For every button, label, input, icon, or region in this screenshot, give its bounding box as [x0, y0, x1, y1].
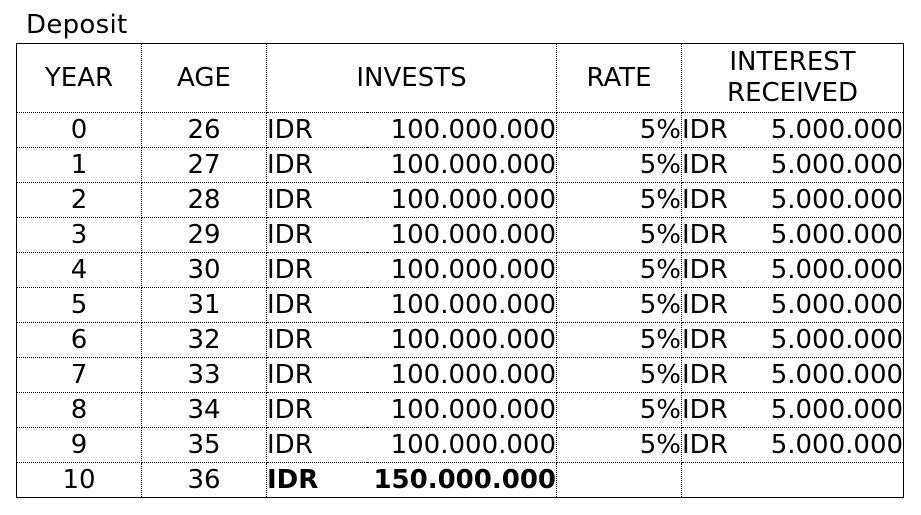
cell-interest-amount[interactable]: 5.000.000	[743, 112, 905, 148]
cell-invest-currency[interactable]: IDR	[266, 252, 367, 288]
cell-rate[interactable]: 5%	[556, 427, 683, 463]
table-row: 2 28 IDR 100.000.000 5% IDR 5.000.000	[16, 182, 905, 218]
cell-rate[interactable]: 5%	[556, 112, 683, 148]
cell-age[interactable]: 26	[141, 112, 267, 148]
cell-invest-amount[interactable]: 100.000.000	[366, 147, 558, 183]
cell-invest-amount[interactable]: 100.000.000	[366, 252, 558, 288]
cell-invest-amount[interactable]: 100.000.000	[366, 392, 558, 428]
table-row: 3 29 IDR 100.000.000 5% IDR 5.000.000	[16, 217, 905, 253]
table-row: 5 31 IDR 100.000.000 5% IDR 5.000.000	[16, 287, 905, 323]
header-interest-line2: RECEIVED	[727, 78, 859, 108]
cell-rate[interactable]: 5%	[556, 357, 683, 393]
cell-invest-currency[interactable]: IDR	[266, 112, 367, 148]
cell-interest-amount[interactable]	[743, 462, 905, 498]
cell-invest-amount[interactable]: 100.000.000	[366, 112, 558, 148]
table-body: 0 26 IDR 100.000.000 5% IDR 5.000.000 1 27 IDR 100…	[16, 112, 905, 498]
table-row: 9 35 IDR 100.000.000 5% IDR 5.000.000	[16, 427, 905, 463]
cell-interest-amount[interactable]: 5.000.000	[743, 252, 905, 288]
deposit-table: YEAR AGE INVESTS RATE INTEREST RECEIVED …	[16, 43, 905, 498]
cell-year[interactable]: 1	[16, 147, 142, 183]
cell-year[interactable]: 10	[16, 462, 142, 498]
header-year[interactable]: YEAR	[16, 43, 142, 113]
cell-age[interactable]: 29	[141, 217, 267, 253]
cell-invest-currency[interactable]: IDR	[266, 287, 367, 323]
cell-age[interactable]: 28	[141, 182, 267, 218]
table-row: 7 33 IDR 100.000.000 5% IDR 5.000.000	[16, 357, 905, 393]
cell-interest-amount[interactable]: 5.000.000	[743, 392, 905, 428]
cell-age[interactable]: 33	[141, 357, 267, 393]
cell-age[interactable]: 31	[141, 287, 267, 323]
cell-invest-currency[interactable]: IDR	[266, 182, 367, 218]
cell-interest-currency[interactable]: IDR	[681, 287, 744, 323]
header-interest-received[interactable]: INTEREST RECEIVED	[681, 43, 905, 113]
cell-interest-currency[interactable]: IDR	[681, 147, 744, 183]
cell-interest-currency[interactable]	[681, 462, 744, 498]
cell-year[interactable]: 4	[16, 252, 142, 288]
cell-rate[interactable]	[556, 462, 683, 498]
cell-year[interactable]: 2	[16, 182, 142, 218]
cell-interest-amount[interactable]: 5.000.000	[743, 427, 905, 463]
cell-year[interactable]: 7	[16, 357, 142, 393]
cell-year[interactable]: 6	[16, 322, 142, 358]
cell-invest-amount[interactable]: 100.000.000	[366, 182, 558, 218]
total-row: 10 36 IDR 150.000.000	[16, 462, 905, 498]
cell-interest-amount[interactable]: 5.000.000	[743, 217, 905, 253]
cell-invest-currency[interactable]: IDR	[266, 427, 367, 463]
table-row: 8 34 IDR 100.000.000 5% IDR 5.000.000	[16, 392, 905, 428]
cell-interest-currency[interactable]: IDR	[681, 112, 744, 148]
cell-invest-amount[interactable]: 100.000.000	[366, 217, 558, 253]
table-row: 1 27 IDR 100.000.000 5% IDR 5.000.000	[16, 147, 905, 183]
cell-year[interactable]: 5	[16, 287, 142, 323]
cell-invest-currency[interactable]: IDR	[266, 392, 367, 428]
cell-age[interactable]: 32	[141, 322, 267, 358]
cell-invest-currency[interactable]: IDR	[266, 322, 367, 358]
cell-interest-amount[interactable]: 5.000.000	[743, 182, 905, 218]
cell-rate[interactable]: 5%	[556, 392, 683, 428]
cell-invest-currency[interactable]: IDR	[266, 357, 367, 393]
table-row: 4 30 IDR 100.000.000 5% IDR 5.000.000	[16, 252, 905, 288]
cell-age[interactable]: 35	[141, 427, 267, 463]
cell-invest-amount[interactable]: 100.000.000	[366, 287, 558, 323]
cell-interest-amount[interactable]: 5.000.000	[743, 322, 905, 358]
header-invests[interactable]: INVESTS	[265, 43, 558, 113]
cell-age[interactable]: 36	[141, 462, 267, 498]
table-row: 6 32 IDR 100.000.000 5% IDR 5.000.000	[16, 322, 905, 358]
cell-interest-currency[interactable]: IDR	[681, 427, 744, 463]
cell-interest-currency[interactable]: IDR	[681, 217, 744, 253]
cell-invest-amount[interactable]: 100.000.000	[366, 427, 558, 463]
cell-invest-currency[interactable]: IDR	[266, 462, 367, 498]
cell-interest-currency[interactable]: IDR	[681, 252, 744, 288]
cell-interest-amount[interactable]: 5.000.000	[743, 287, 905, 323]
cell-age[interactable]: 27	[141, 147, 267, 183]
cell-age[interactable]: 34	[141, 392, 267, 428]
table-row: 0 26 IDR 100.000.000 5% IDR 5.000.000	[16, 112, 905, 148]
cell-rate[interactable]: 5%	[556, 147, 683, 183]
header-row: YEAR AGE INVESTS RATE INTEREST RECEIVED	[16, 43, 905, 113]
cell-interest-currency[interactable]: IDR	[681, 357, 744, 393]
cell-year[interactable]: 0	[16, 112, 142, 148]
cell-interest-currency[interactable]: IDR	[681, 182, 744, 218]
cell-rate[interactable]: 5%	[556, 252, 683, 288]
cell-invest-currency[interactable]: IDR	[266, 147, 367, 183]
header-age[interactable]: AGE	[141, 43, 267, 113]
cell-invest-amount[interactable]: 100.000.000	[366, 357, 558, 393]
header-interest-line1: INTEREST	[729, 47, 856, 77]
cell-interest-currency[interactable]: IDR	[681, 322, 744, 358]
cell-interest-amount[interactable]: 5.000.000	[743, 357, 905, 393]
cell-year[interactable]: 3	[16, 217, 142, 253]
cell-invest-amount[interactable]: 100.000.000	[366, 322, 558, 358]
cell-interest-amount[interactable]: 5.000.000	[743, 147, 905, 183]
cell-rate[interactable]: 5%	[556, 287, 683, 323]
cell-invest-amount[interactable]: 150.000.000	[366, 462, 558, 498]
cell-rate[interactable]: 5%	[556, 182, 683, 218]
cell-invest-currency[interactable]: IDR	[266, 217, 367, 253]
cell-interest-currency[interactable]: IDR	[681, 392, 744, 428]
cell-year[interactable]: 9	[16, 427, 142, 463]
cell-age[interactable]: 30	[141, 252, 267, 288]
cell-rate[interactable]: 5%	[556, 322, 683, 358]
cell-year[interactable]: 8	[16, 392, 142, 428]
header-rate[interactable]: RATE	[556, 43, 683, 113]
cell-rate[interactable]: 5%	[556, 217, 683, 253]
sheet-title: Deposit	[26, 10, 128, 40]
